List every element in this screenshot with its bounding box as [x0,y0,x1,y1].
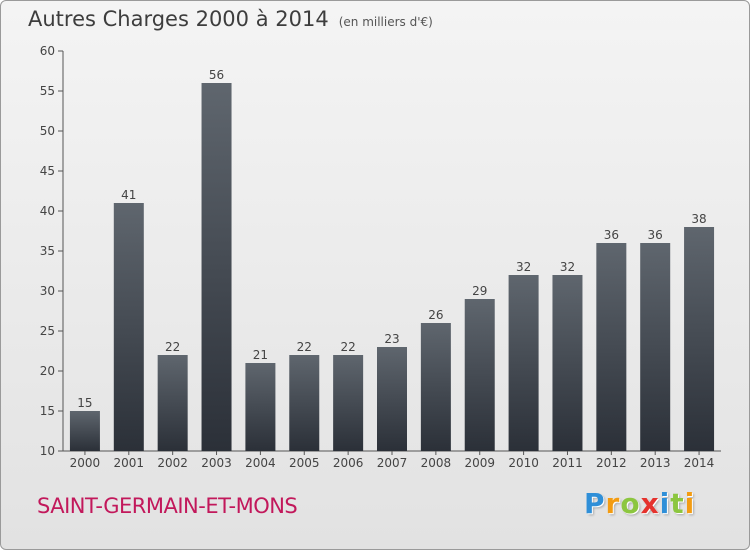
data-label-2002: 22 [165,340,180,354]
x-tick-label: 2010 [508,456,539,470]
data-label-2014: 38 [691,212,706,226]
bar-2009 [464,299,495,451]
logo-letter: o [620,487,641,520]
x-tick-label: 2005 [289,456,320,470]
data-label-2007: 23 [384,332,399,346]
x-tick-label: 2003 [201,456,232,470]
x-tick-label: 2011 [552,456,583,470]
logo-letter: x [640,487,660,520]
data-label-2005: 22 [297,340,312,354]
x-tick-label: 2008 [421,456,452,470]
logo-letter: r [605,487,621,520]
bar-2007 [377,347,407,451]
proxiti-logo: Proxiti [584,487,695,520]
bar-2003 [201,83,232,451]
x-tick-label: 2004 [245,456,276,470]
y-tick-label: 20 [40,364,55,378]
data-label-2008: 26 [428,308,443,322]
data-label-2003: 56 [209,68,224,82]
y-tick-label: 60 [40,44,55,58]
bar-2000 [69,411,100,451]
commune-name: SAINT-GERMAIN-ET-MONS [37,494,298,518]
bar-2002 [157,355,188,451]
x-tick-label: 2002 [157,456,188,470]
data-label-2004: 21 [253,348,268,362]
bar-2004 [245,363,276,451]
y-tick-label: 10 [40,444,55,458]
x-tick-label: 2000 [70,456,101,470]
y-tick-label: 55 [40,84,55,98]
bar-2012 [596,243,627,451]
bar-2011 [552,275,583,451]
data-label-2001: 41 [121,188,136,202]
y-tick-label: 45 [40,164,55,178]
y-tick-label: 15 [40,404,55,418]
x-tick-label: 2014 [684,456,715,470]
x-tick-label: 2001 [114,456,145,470]
data-label-2009: 29 [472,284,487,298]
bar-chart: 10 15 20 25 30 35 40 45 50 55 60 15 2000 41 2001 22 200… [40,44,721,470]
bar-2005 [289,355,320,451]
chart-subtitle: (en milliers d'€) [338,15,433,29]
logo-letter: P [584,487,606,520]
bar-2006 [333,355,364,451]
data-label-2011: 32 [560,260,575,274]
bar-2001 [113,203,144,451]
y-tick-label: 40 [40,204,55,218]
data-label-2000: 15 [77,396,92,410]
bar-2014 [684,227,715,451]
x-tick-label: 2007 [377,456,408,470]
data-label-2006: 22 [340,340,355,354]
bar-2008 [420,323,451,451]
chart-title-text: Autres Charges 2000 à 2014 [28,7,329,31]
y-tick-label: 35 [40,244,55,258]
data-label-2010: 32 [516,260,531,274]
bar-2013 [640,243,671,451]
x-tick-label: 2009 [464,456,495,470]
y-tick-label: 25 [40,324,55,338]
data-label-2012: 36 [604,228,619,242]
x-tick-label: 2013 [640,456,671,470]
chart-title: Autres Charges 2000 à 2014 (en milliers d… [28,7,433,31]
data-label-2013: 36 [648,228,663,242]
y-tick-label: 50 [40,124,55,138]
x-tick-label: 2006 [333,456,364,470]
x-tick-label: 2012 [596,456,627,470]
logo-letter: i [659,487,671,520]
bar-2010 [508,275,539,451]
logo-letter: i [684,487,696,520]
logo-letter: t [670,487,685,520]
y-tick-label: 30 [40,284,55,298]
